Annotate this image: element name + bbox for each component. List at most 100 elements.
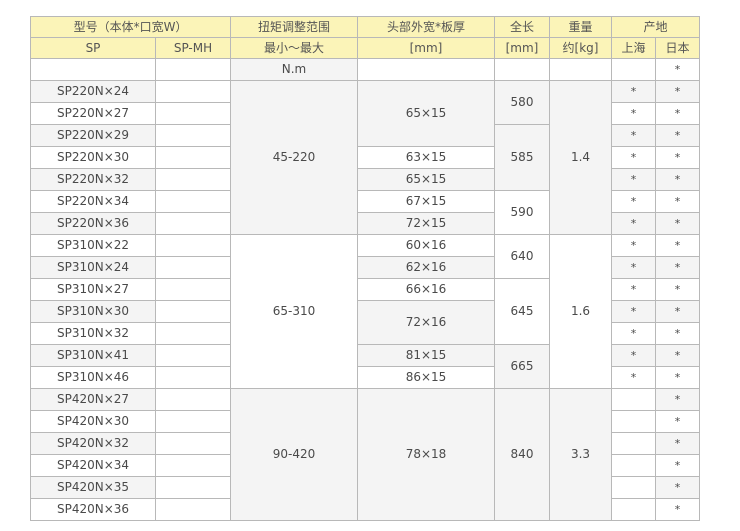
japan-cell: * [654,190,701,213]
model-cell: SP310N×46 [30,366,156,389]
model-cell: SP220N×36 [30,212,156,235]
shanghai-cell: * [611,234,656,257]
length-cell: 645 [494,278,550,345]
table-row: SP310N×24 62×16 * * [30,256,701,279]
unit-cell [357,58,495,81]
model-header: 型号（本体*口宽W） [30,16,231,38]
length-cell: 590 [494,190,550,235]
spmh-cell [155,322,231,345]
spmh-cell [155,212,231,235]
shanghai-cell: * [611,190,656,213]
model-cell: SP420N×30 [30,410,156,433]
spmh-cell [155,124,231,147]
length-cell: 840 [494,388,550,521]
japan-cell: * [654,212,701,235]
spmh-cell [155,278,231,301]
japan-cell: * [654,300,701,323]
head-cell: 81×15 [357,344,495,367]
table-row: SP420N×27 90-420 78×18 840 3.3 * [30,388,701,521]
model-cell: SP220N×30 [30,146,156,169]
shanghai-cell: * [611,80,656,103]
japan-cell: * [654,454,701,477]
spmh-cell [155,300,231,323]
japan-cell: * [654,256,701,279]
weight-cell: 1.4 [549,80,612,235]
torque-cell: 45-220 [230,80,358,235]
japan-unit-star: * [654,58,701,81]
spmh-cell [155,410,231,433]
head-cell: 63×15 [357,146,495,169]
model-cell: SP310N×22 [30,234,156,257]
torque-unit: N.m [230,58,358,81]
japan-cell: * [654,388,701,411]
torque-header: 扭矩调整范围 [230,16,358,38]
model-cell: SP420N×35 [30,476,156,499]
japan-cell: * [654,322,701,345]
model-cell: SP420N×27 [30,388,156,411]
model-cell: SP420N×34 [30,454,156,477]
head-cell: 72×15 [357,212,495,235]
japan-cell: * [654,344,701,367]
model-cell: SP220N×24 [30,80,156,103]
weight-cell: 1.6 [549,234,612,389]
shanghai-cell: * [611,102,656,125]
weight-cell: 3.3 [549,388,612,521]
shanghai-cell: * [611,146,656,169]
head-cell: 86×15 [357,366,495,389]
model-cell: SP310N×30 [30,300,156,323]
japan-cell: * [654,432,701,455]
head-cell: 65×15 [357,168,495,191]
table-row: SP310N×27 66×16 645 * * [30,278,701,345]
spmh-cell [155,80,231,103]
model-cell: SP310N×32 [30,322,156,345]
unit-cell [494,58,550,81]
head-cell: 65×15 [357,80,495,147]
table-row: SP310N×22 65-310 60×16 640 1.6 * * [30,234,701,389]
torque-cell: 90-420 [230,388,358,521]
table-row: SP420N×36 * [30,498,701,521]
table-row: SP310N×32 * * [30,322,701,345]
spmh-cell [155,432,231,455]
table-row: SP220N×30 63×15 * * [30,146,701,169]
length-cell: 585 [494,124,550,191]
unit-cell [549,58,612,81]
sp-header: SP [30,37,156,59]
unit-cell [611,58,656,81]
shanghai-cell [611,388,656,411]
model-cell: SP220N×32 [30,168,156,191]
spmh-header: SP-MH [155,37,231,59]
model-cell: SP220N×34 [30,190,156,213]
table-row: SP310N×46 86×15 * * [30,366,701,389]
model-cell: SP420N×32 [30,432,156,455]
japan-cell: * [654,410,701,433]
spmh-cell [155,388,231,411]
length-cell: 640 [494,234,550,279]
torque-cell: 65-310 [230,234,358,389]
model-cell: SP310N×24 [30,256,156,279]
shanghai-cell [611,410,656,433]
weight-unit-header: 约[kg] [549,37,612,59]
spmh-cell [155,476,231,499]
spmh-cell [155,454,231,477]
spmh-cell [155,146,231,169]
japan-cell: * [654,476,701,499]
japan-cell: * [654,102,701,125]
japan-cell: * [654,366,701,389]
japan-cell: * [654,124,701,147]
head-cell: 62×16 [357,256,495,279]
shanghai-cell: * [611,366,656,389]
spmh-cell [155,234,231,257]
head-cell: 60×16 [357,234,495,257]
table-row: SP220N×24 45-220 65×15 580 1.4 * * [30,80,701,235]
head-cell: 78×18 [357,388,495,521]
japan-cell: * [654,498,701,521]
spmh-cell [155,366,231,389]
unit-cell [155,58,231,81]
head-unit-header: [mm] [357,37,495,59]
shanghai-cell: * [611,168,656,191]
shanghai-cell [611,476,656,499]
shanghai-cell: * [611,212,656,235]
japan-header: 日本 [654,37,701,59]
model-cell: SP220N×29 [30,124,156,147]
table-row: SP220N×27 * * [30,102,701,125]
